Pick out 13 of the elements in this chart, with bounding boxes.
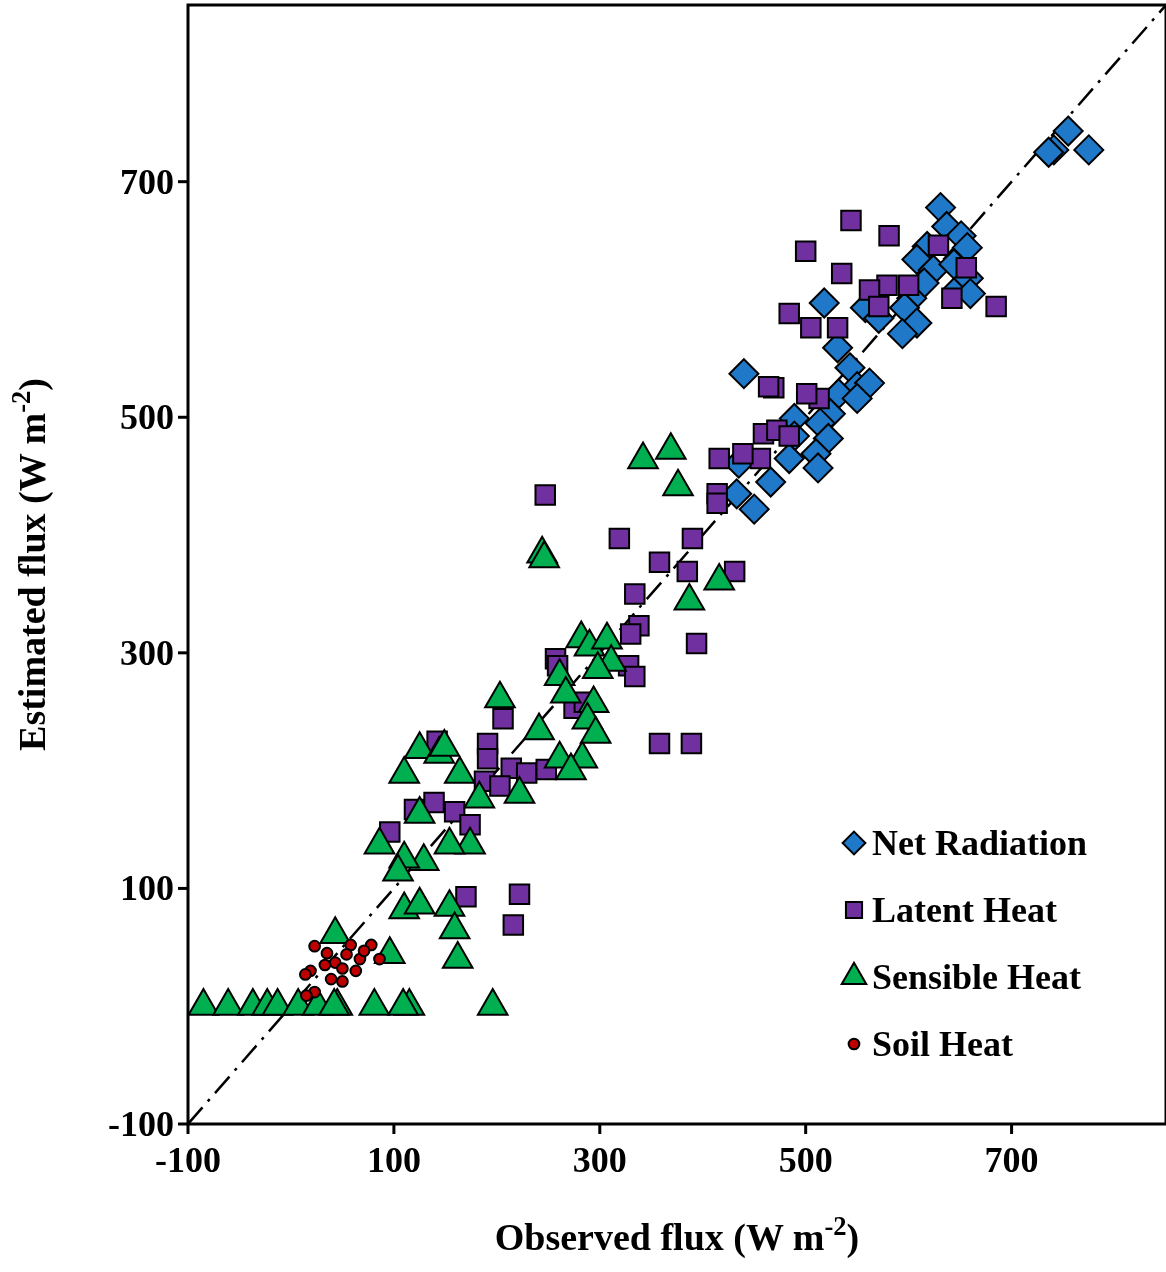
y-tick-label: 500 xyxy=(120,397,174,438)
y-tick-label: 100 xyxy=(120,868,174,909)
x-axis-title: Observed flux (W m$^{-2}$) xyxy=(494,1211,860,1259)
x-tick-label: 100 xyxy=(366,1140,421,1180)
y-tick-label: 300 xyxy=(120,632,174,673)
legend-label: Sensible Heat xyxy=(872,957,1082,997)
legend-label: Net Radiation xyxy=(872,823,1087,863)
x-tick-label: 700 xyxy=(984,1140,1039,1180)
x-tick-label: 500 xyxy=(778,1140,833,1180)
legend-label: Latent Heat xyxy=(872,890,1057,930)
y-tick-label: 700 xyxy=(120,161,174,202)
legend-label: Soil Heat xyxy=(872,1024,1014,1064)
x-tick-label: 300 xyxy=(572,1140,627,1180)
